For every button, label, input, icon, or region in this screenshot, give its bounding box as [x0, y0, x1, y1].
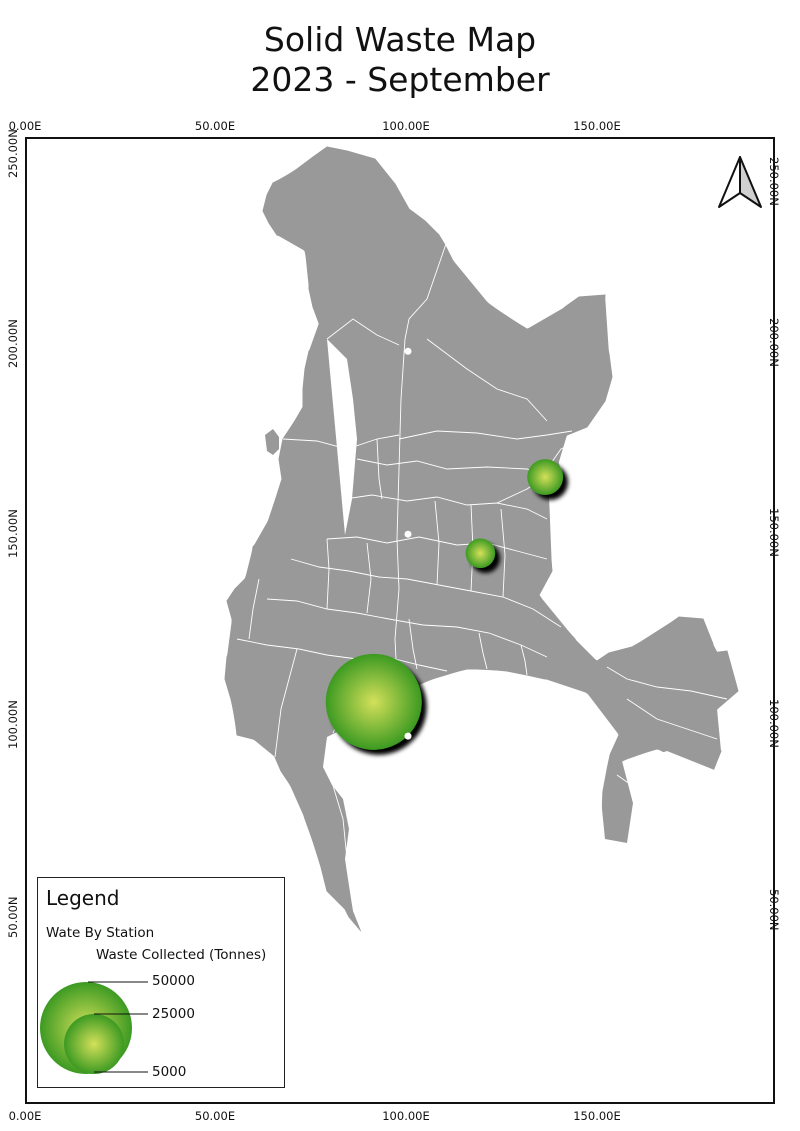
legend-value-5000: 5000	[152, 1064, 187, 1080]
island	[265, 429, 279, 455]
boundary-line	[376, 438, 383, 500]
boundary-line	[326, 318, 400, 346]
north-arrow-icon	[718, 156, 762, 208]
land-layer	[224, 146, 757, 1099]
grid-label-bottom-0: 0.00E	[8, 1109, 42, 1123]
boundary-line	[520, 644, 528, 676]
grid-label-left-200: 200.00N	[6, 319, 20, 368]
legend-symbols	[40, 981, 148, 1074]
grid-label-left-150: 150.00N	[6, 509, 20, 558]
legend-circle-25000	[64, 1014, 124, 1074]
boundary-line	[434, 500, 440, 586]
waste-symbols-layer	[325, 459, 564, 750]
boundary-line	[356, 458, 550, 480]
station-marker[interactable]	[404, 732, 412, 740]
boundary-line	[394, 338, 406, 680]
boundary-line	[290, 558, 562, 628]
grid-label-top-50: 50.00E	[194, 119, 236, 133]
grid-label-bottom-100: 100.00E	[382, 1109, 430, 1123]
boundary-line	[236, 638, 448, 672]
grid-label-bottom-50: 50.00E	[194, 1109, 236, 1123]
boundary-line	[344, 494, 548, 520]
suburb-boundaries	[236, 240, 728, 860]
false-bay-water	[323, 683, 757, 1099]
grid-label-top-150: 150.00E	[573, 119, 621, 133]
map-frame	[25, 137, 775, 1104]
grid-label-bottom-150: 150.00E	[573, 1109, 621, 1123]
station-central[interactable]	[465, 538, 496, 569]
grid-label-left-100: 100.00N	[6, 700, 20, 749]
grid-label-left-50: 50.00N	[6, 896, 20, 938]
boundary-line	[326, 538, 330, 610]
station-north-east[interactable]	[527, 459, 564, 495]
boundary-line	[616, 774, 698, 800]
boundary-line	[326, 536, 548, 560]
boundary-line	[398, 430, 573, 440]
map-subtitle: 2023 - September	[250, 60, 550, 99]
boundary-line	[426, 338, 548, 422]
map-title: Solid Waste Map	[263, 20, 537, 59]
boundary-line	[606, 666, 728, 700]
boundary-line	[282, 434, 400, 450]
boundary-line	[500, 508, 506, 598]
station-marker[interactable]	[404, 530, 412, 538]
legend: Legend Wate By Station Waste Collected (…	[37, 877, 285, 1088]
boundary-line	[366, 542, 372, 614]
grid-label-top-0: 0.00E	[8, 119, 42, 133]
table-bay-water	[327, 339, 357, 535]
boundary-line	[274, 648, 298, 758]
legend-value-25000: 25000	[152, 1006, 195, 1022]
boundary-line	[626, 698, 718, 740]
station-markers-layer	[404, 347, 412, 740]
legend-layer-name: Wate By Station	[46, 925, 155, 941]
map-canvas[interactable]	[27, 139, 775, 1104]
legend-field-name: Waste Collected (Tonnes)	[96, 947, 267, 963]
boundary-line	[546, 428, 602, 470]
legend-title: Legend	[46, 886, 120, 910]
station-marker[interactable]	[404, 347, 412, 355]
grid-label-left-250: 250.00N	[6, 129, 20, 178]
boundary-line	[266, 598, 548, 658]
grid-label-top-100: 100.00E	[382, 119, 430, 133]
legend-value-50000: 50000	[152, 973, 195, 989]
boundary-line	[478, 632, 488, 670]
boundary-line	[248, 578, 260, 640]
boundary-line	[408, 618, 418, 670]
boundary-line	[404, 240, 448, 340]
station-large[interactable]	[325, 653, 422, 750]
boundary-line	[326, 748, 348, 860]
